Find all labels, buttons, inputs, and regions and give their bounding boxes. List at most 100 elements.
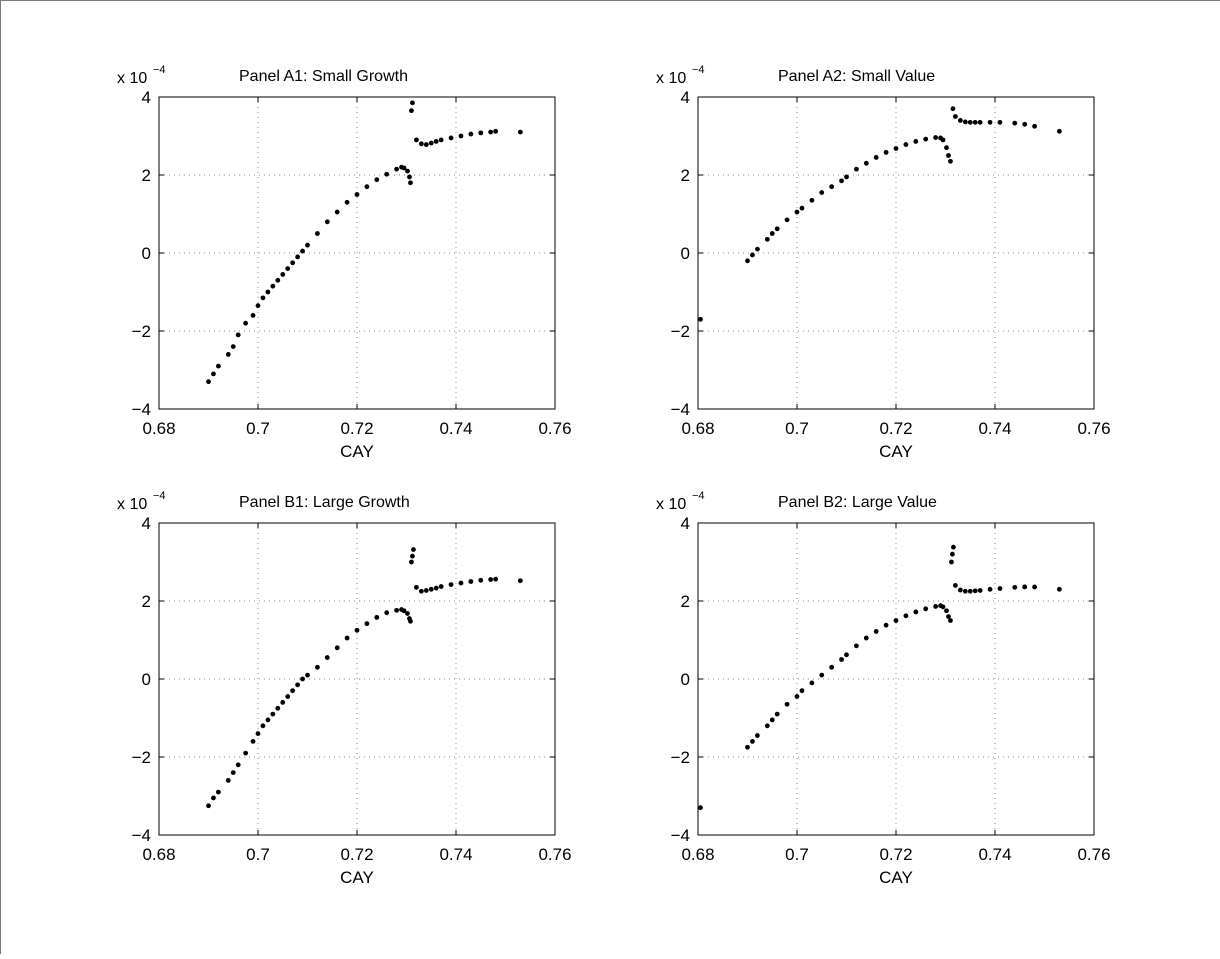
data-point — [1056, 128, 1062, 134]
x-axis-label: CAY — [879, 868, 913, 887]
y-tick-label: 0 — [142, 244, 151, 263]
data-point — [750, 252, 755, 258]
data-point — [829, 184, 835, 190]
data-point — [863, 635, 869, 641]
data-point — [809, 197, 815, 203]
x-tick-label: 0.68 — [681, 845, 714, 864]
data-point — [799, 205, 805, 211]
y-multiplier-base: x 10 — [656, 496, 686, 513]
data-point — [809, 680, 815, 686]
data-point — [854, 643, 859, 649]
data-point — [903, 613, 909, 619]
data-point — [394, 607, 399, 613]
y-tick-label: 2 — [681, 166, 690, 185]
data-point — [280, 700, 286, 705]
data-point — [794, 209, 800, 215]
data-point — [285, 694, 291, 699]
x-tick-label: 0.76 — [1077, 419, 1110, 438]
panel-b1: 0.68 0.7 0.72 0.74 0.76 −4 −2 0 2 4 Panel B1: Larg… — [117, 490, 572, 887]
data-point — [962, 588, 968, 594]
data-point — [270, 283, 276, 289]
data-point — [863, 160, 869, 166]
data-point — [354, 192, 360, 197]
data-point — [844, 652, 849, 658]
data-point — [933, 135, 938, 140]
y-multiplier-base: x 10 — [117, 496, 147, 513]
data-point — [408, 618, 413, 624]
y-tick-label: 2 — [681, 592, 690, 611]
data-point — [977, 119, 983, 125]
data-point — [305, 242, 310, 248]
data-point — [488, 129, 494, 135]
data-point — [784, 217, 790, 223]
data-point — [972, 119, 978, 125]
data-point — [903, 142, 909, 147]
y-tick-label: −2 — [132, 748, 151, 767]
chart-title: Panel B1: Large Growth — [239, 494, 410, 511]
data-point — [290, 260, 296, 266]
data-point — [438, 137, 444, 143]
data-point — [769, 717, 775, 723]
data-point — [839, 178, 844, 184]
data-point — [265, 289, 271, 295]
data-point — [410, 100, 415, 106]
data-point — [745, 258, 750, 264]
x-tick-label: 0.7 — [785, 845, 809, 864]
data-point — [933, 604, 938, 609]
y-multiplier-exponent: −4 — [692, 64, 705, 76]
data-point — [211, 371, 216, 377]
x-axis-label: CAY — [340, 868, 374, 887]
data-point — [344, 199, 350, 205]
data-point — [1032, 584, 1037, 590]
data-point — [407, 174, 412, 180]
x-tick-label: 0.68 — [681, 419, 714, 438]
data-point — [893, 618, 899, 623]
data-point — [438, 584, 444, 589]
data-point — [493, 128, 498, 134]
data-point — [987, 586, 993, 592]
data-point — [1012, 120, 1018, 126]
data-point — [334, 209, 340, 215]
data-point — [280, 272, 286, 277]
y-tick-label: −2 — [671, 748, 690, 767]
data-point — [819, 190, 825, 195]
data-point — [913, 139, 919, 144]
data-point — [1032, 123, 1037, 129]
data-point — [428, 586, 434, 592]
x-tick-label: 0.72 — [340, 419, 373, 438]
x-tick-label: 0.68 — [142, 419, 175, 438]
data-point — [270, 711, 276, 717]
data-point — [285, 266, 291, 271]
y-tick-label: 2 — [142, 166, 151, 185]
data-point — [401, 608, 407, 614]
y-tick-label: −4 — [671, 826, 690, 845]
y-tick-label: −2 — [671, 322, 690, 341]
data-point — [873, 629, 879, 634]
data-point — [334, 645, 340, 651]
data-point — [794, 694, 800, 699]
data-point — [401, 165, 407, 171]
data-point — [344, 635, 350, 641]
data-point — [374, 614, 380, 620]
data-point — [255, 731, 261, 736]
data-point — [997, 119, 1003, 125]
data-point — [893, 146, 899, 151]
data-point — [458, 580, 464, 586]
data-point — [951, 544, 956, 550]
data-point — [769, 231, 775, 236]
data-point — [230, 770, 236, 775]
data-point — [948, 158, 953, 164]
data-point — [784, 701, 790, 707]
data-point — [384, 610, 390, 616]
data-point — [250, 313, 256, 318]
data-point — [987, 119, 993, 125]
data-point — [944, 145, 949, 151]
data-point — [774, 711, 780, 717]
data-point — [410, 553, 415, 559]
data-point — [764, 236, 770, 242]
y-multiplier-base: x 10 — [117, 70, 147, 87]
data-point — [997, 586, 1003, 591]
data-point — [1022, 121, 1028, 127]
x-tick-label: 0.7 — [785, 419, 809, 438]
